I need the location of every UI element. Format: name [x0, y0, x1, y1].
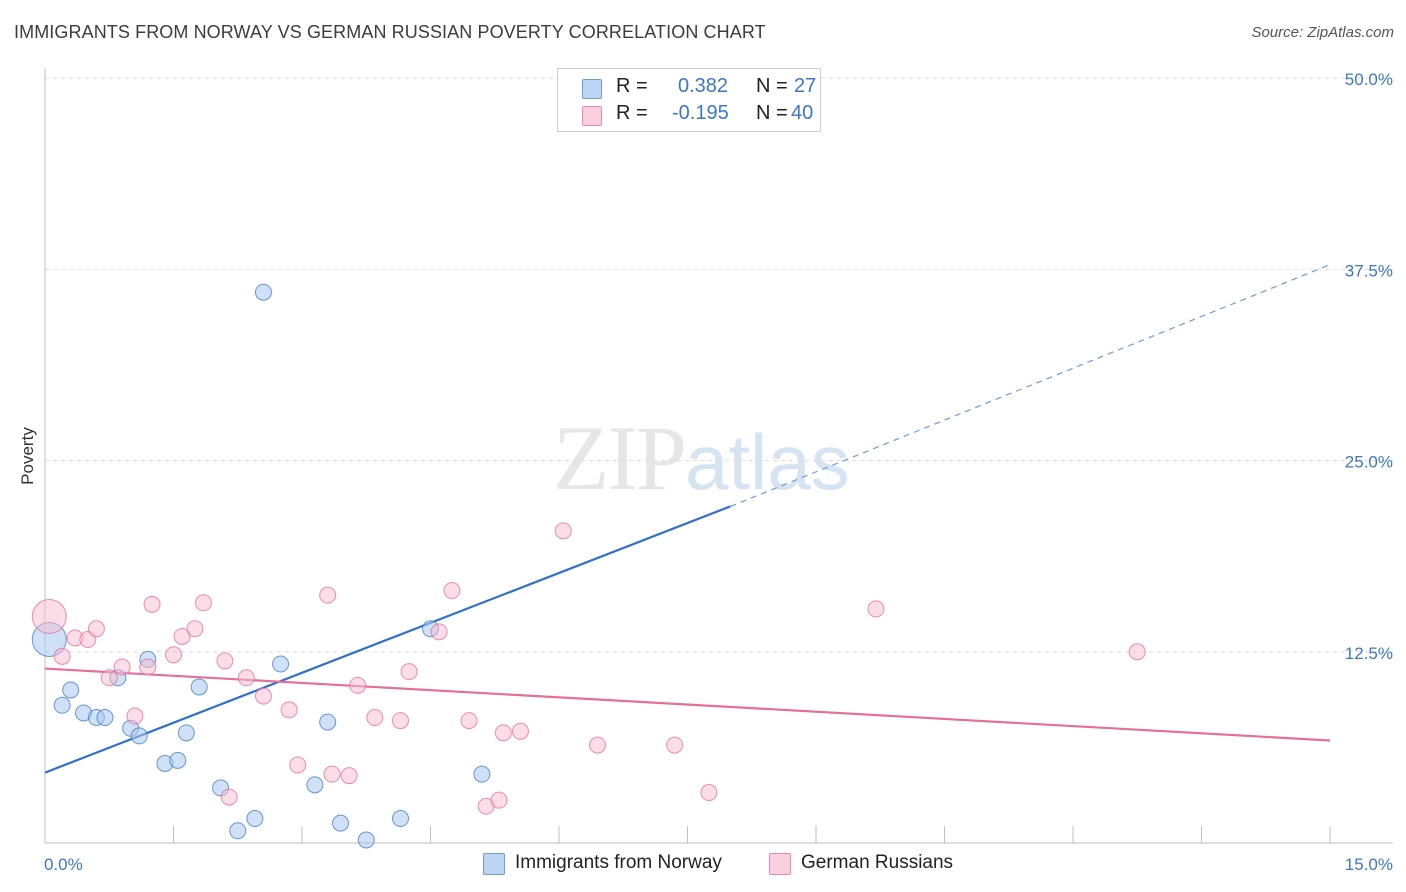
point-norway — [357, 831, 375, 849]
x-tick-label: 15.0% — [1345, 855, 1393, 874]
point-norway — [306, 776, 324, 794]
bottom-legend-swatch-norway — [483, 853, 505, 875]
point-german-russians — [490, 791, 508, 809]
axis-labels: 12.5% 25.0% 37.5% 50.0% 0.0% 15.0% Poverty — [18, 70, 1393, 874]
legend-r-label: R = — [616, 102, 648, 124]
point-german-russians — [700, 784, 718, 802]
point-norway — [254, 283, 272, 301]
legend-n-label: N = — [756, 75, 788, 97]
point-norway — [473, 765, 491, 783]
point-german-russians — [126, 707, 144, 725]
data-points — [31, 92, 1146, 849]
y-tick-label: 12.5% — [1345, 644, 1393, 663]
point-german-russians — [186, 620, 204, 638]
point-german-russians — [511, 722, 529, 740]
point-norway — [246, 810, 264, 828]
point-german-russians — [87, 620, 105, 638]
trend-line-german-russians — [44, 667, 1331, 742]
legend-r-value: -0.195 — [672, 102, 729, 124]
point-german-russians — [139, 658, 157, 676]
point-german-russians — [220, 788, 238, 806]
point-norway — [96, 709, 114, 727]
point-german-russians — [289, 756, 307, 774]
point-german-russians — [194, 594, 212, 612]
legend-r-label: R = — [616, 75, 648, 97]
correlation-legend: R = 0.382 N = 27 R = -0.195 N = 40 — [557, 68, 821, 132]
legend-n-label: N = — [756, 102, 788, 124]
point-norway — [319, 713, 337, 731]
point-german-russians — [460, 712, 478, 730]
point-german-russians — [589, 736, 607, 754]
x-tick-label: 0.0% — [44, 855, 83, 874]
legend-n-value: 40 — [791, 102, 814, 124]
watermark: ZIPatlas — [553, 405, 850, 511]
point-norway — [272, 655, 290, 673]
point-norway — [62, 681, 80, 699]
point-german-russians — [494, 724, 512, 742]
bottom-legend-label: German Russians — [801, 852, 954, 873]
point-german-russians — [366, 709, 384, 727]
point-german-russians — [216, 652, 234, 670]
point-german-russians — [340, 767, 358, 785]
point-german-russians — [349, 676, 367, 694]
point-german-russians — [165, 646, 182, 664]
point-german-russians — [392, 712, 410, 730]
bottom-legend-label: Immigrants from Norway — [515, 852, 722, 873]
trend-line-norway-extension — [730, 264, 1331, 507]
y-tick-label: 50.0% — [1345, 70, 1393, 89]
point-norway — [53, 696, 71, 714]
point-german-russians — [31, 599, 67, 635]
y-tick-label: 37.5% — [1345, 261, 1393, 280]
point-german-russians — [554, 522, 572, 540]
point-norway — [130, 727, 148, 745]
watermark-atlas: atlas — [685, 418, 850, 506]
point-german-russians — [280, 701, 298, 719]
y-axis-title: Poverty — [18, 427, 37, 485]
point-german-russians — [100, 669, 118, 687]
point-norway — [229, 822, 247, 840]
point-norway — [169, 751, 187, 769]
watermark-zip: ZIP — [553, 407, 687, 509]
point-german-russians — [237, 669, 255, 687]
source-credit: Source: ZipAtlas.com — [1251, 24, 1394, 41]
point-german-russians — [443, 582, 461, 600]
y-tick-label: 25.0% — [1345, 453, 1393, 472]
legend-swatch-norway — [582, 79, 602, 99]
chart-title: IMMIGRANTS FROM NORWAY VS GERMAN RUSSIAN… — [14, 22, 766, 42]
point-norway — [392, 810, 410, 828]
point-german-russians — [173, 627, 191, 645]
axes — [44, 68, 1393, 844]
legend-r-value: 0.382 — [678, 75, 729, 97]
trend-lines — [44, 264, 1331, 774]
point-norway — [332, 814, 350, 832]
bottom-legend-swatch-german-russians — [769, 853, 791, 875]
point-german-russians — [319, 586, 337, 604]
point-german-russians — [323, 765, 341, 783]
legend-swatch-german-russians — [582, 106, 602, 126]
point-norway — [190, 678, 208, 696]
point-german-russians — [1128, 643, 1146, 661]
point-german-russians — [53, 647, 71, 665]
gridlines — [45, 77, 1393, 653]
point-german-russians — [400, 663, 418, 681]
trend-line-norway — [44, 505, 731, 774]
point-german-russians — [867, 600, 885, 618]
point-german-russians — [254, 687, 272, 705]
legend-n-value: 27 — [794, 75, 817, 97]
point-german-russians — [666, 736, 684, 754]
point-german-russians — [430, 623, 448, 641]
point-german-russians — [113, 658, 131, 676]
point-norway — [177, 724, 195, 742]
point-german-russians — [143, 595, 161, 613]
